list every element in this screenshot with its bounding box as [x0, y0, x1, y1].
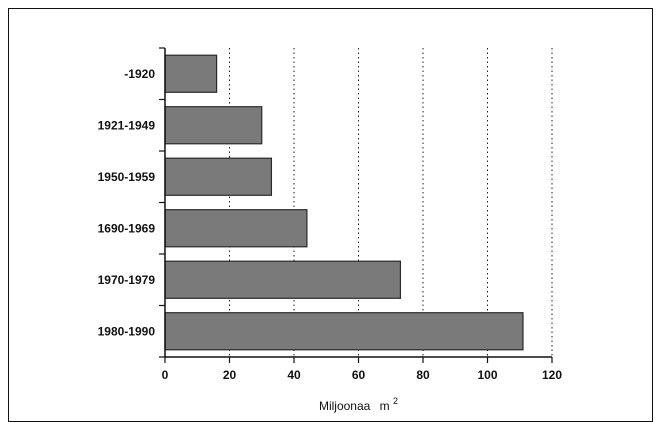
category-label--1920: -1920 [124, 67, 155, 81]
x-axis-title-text: Miljoonaa [319, 399, 371, 413]
category-label-1980-1990: 1980-1990 [98, 324, 156, 338]
bar-1970-1979 [164, 260, 402, 299]
category-label-1690-1969: 1690-1969 [98, 221, 156, 235]
x-tick-label-120: 120 [542, 368, 562, 382]
x-tick-label-100: 100 [477, 368, 497, 382]
bar-1950-1959 [164, 157, 273, 196]
bar-1921-1949 [164, 106, 263, 145]
bar--1920 [164, 54, 218, 93]
x-axis-unit: m [380, 399, 390, 413]
x-axis-unit-superscript: 2 [393, 396, 398, 406]
bar-1690-1969 [164, 209, 308, 248]
category-label-1950-1959: 1950-1959 [98, 170, 156, 184]
bar-1980-1990 [164, 312, 524, 351]
x-tick-labels: 0 20 40 60 80 100 120 [162, 368, 563, 382]
axes [159, 47, 553, 363]
x-tick-label-40: 40 [287, 368, 301, 382]
x-tick-label-20: 20 [223, 368, 237, 382]
chart-frame [8, 8, 653, 422]
x-tick-label-0: 0 [162, 368, 169, 382]
x-tick-label-80: 80 [416, 368, 430, 382]
category-label-1970-1979: 1970-1979 [98, 273, 156, 287]
bars [164, 54, 524, 351]
x-tick-label-60: 60 [352, 368, 366, 382]
y-tick-labels: -1920 1921-1949 1950-1959 1690-1969 1970-197… [98, 67, 156, 339]
grid-lines [229, 48, 553, 357]
x-axis-title: Miljoonaa m 2 [319, 396, 398, 413]
category-label-1921-1949: 1921-1949 [98, 118, 156, 132]
